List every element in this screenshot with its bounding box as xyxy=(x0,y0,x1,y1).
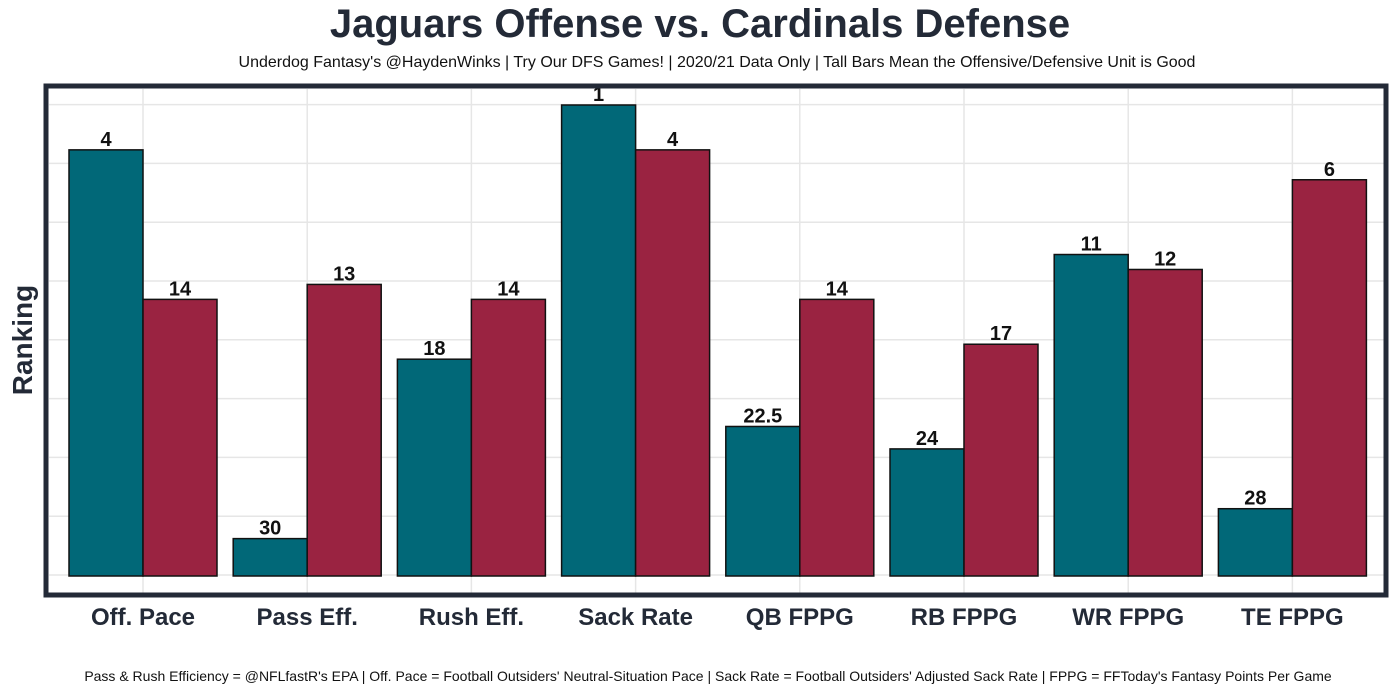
bar-defense-8 xyxy=(1291,179,1368,577)
y-axis-label: Ranking xyxy=(7,285,38,395)
x-tick-label: Pass Eff. xyxy=(257,604,358,631)
bar-defense-2 xyxy=(306,283,382,577)
x-tick-label: TE FPPG xyxy=(1241,604,1344,631)
x-tick-label: Sack Rate xyxy=(578,604,693,631)
bar-defense-1 xyxy=(142,298,218,577)
data-label-defense-6: 17 xyxy=(990,323,1012,345)
bar-offense-7 xyxy=(1053,253,1129,577)
data-label-defense-4: 4 xyxy=(667,129,679,151)
bar-offense-2 xyxy=(232,537,308,577)
bar-offense-8 xyxy=(1217,507,1294,577)
bar-defense-7 xyxy=(1127,268,1203,577)
data-label-offense-2: 30 xyxy=(259,518,281,540)
bar-offense-5 xyxy=(725,425,801,577)
bar-defense-4 xyxy=(634,149,711,577)
bar-offense-6 xyxy=(889,448,965,577)
chart-title: Jaguars Offense vs. Cardinals Defense xyxy=(329,2,1071,46)
bar-defense-3 xyxy=(470,298,547,577)
data-label-defense-2: 13 xyxy=(333,263,355,285)
data-label-offense-5: 22.5 xyxy=(743,405,782,427)
data-label-defense-7: 12 xyxy=(1154,248,1176,270)
chart-caption: Pass & Rush Efficiency = @NFLfastR's EPA… xyxy=(84,668,1332,684)
data-label-offense-6: 24 xyxy=(916,428,939,450)
x-tick-label: WR FPPG xyxy=(1072,604,1184,631)
data-label-defense-8: 6 xyxy=(1324,159,1335,181)
bar-defense-6 xyxy=(963,343,1039,577)
bar-defense-5 xyxy=(799,298,875,577)
data-label-offense-7: 11 xyxy=(1081,234,1102,256)
data-label-defense-3: 14 xyxy=(497,278,520,300)
data-label-offense-8: 28 xyxy=(1244,488,1266,510)
x-tick-label: Rush Eff. xyxy=(419,604,524,631)
plot-frame xyxy=(43,83,1389,598)
x-tick-labels: Off. Pace Pass Eff. Rush Eff. Sack Rate QB F… xyxy=(91,604,1344,631)
bar-offense-4 xyxy=(560,104,637,577)
data-label-defense-1: 14 xyxy=(169,278,192,300)
bar-offense-3 xyxy=(396,358,473,577)
bars xyxy=(68,104,1368,577)
data-label-defense-5: 14 xyxy=(826,278,849,300)
x-tick-label: RB FPPG xyxy=(911,604,1018,631)
x-tick-label: Off. Pace xyxy=(91,604,195,631)
data-label-offense-4: 1 xyxy=(593,84,604,106)
data-label-offense-3: 18 xyxy=(423,338,445,360)
data-label-offense-1: 4 xyxy=(100,129,112,151)
bar-offense-1 xyxy=(68,149,144,577)
x-tick-label: QB FPPG xyxy=(746,604,854,631)
chart-subtitle: Underdog Fantasy's @HaydenWinks | Try Ou… xyxy=(238,54,1196,71)
